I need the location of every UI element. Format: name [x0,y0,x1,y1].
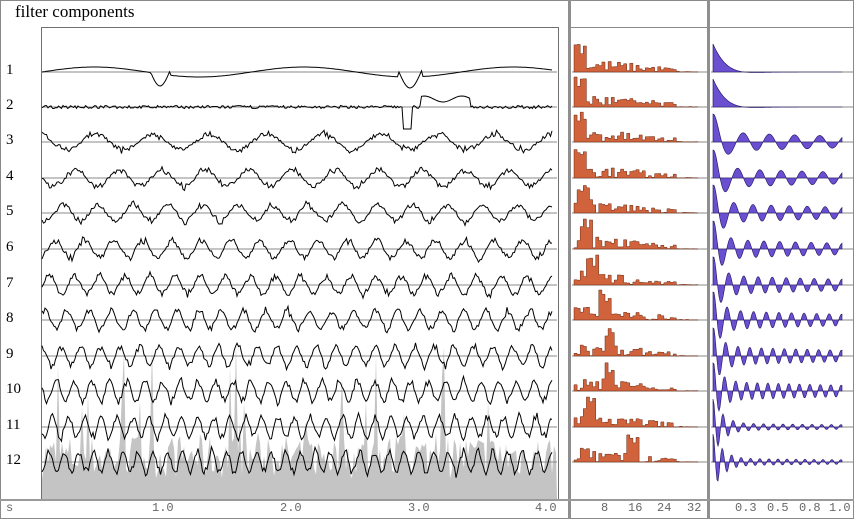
x-tick-2: 2.0 [280,501,302,515]
row-label-5: 5 [6,203,14,219]
lag-tick-08: 0.8 [799,501,821,515]
freq-tick-24: 24 [657,501,672,515]
row-label-9: 9 [6,346,14,362]
histogram-10 [573,362,699,392]
autocorr-3 [712,113,843,155]
waveform-2 [41,95,553,130]
waveform-8 [41,304,553,334]
x-tick-4: 4.0 [535,501,557,515]
axis-separator [0,499,854,501]
freq-tick-32: 32 [687,501,702,515]
autocorr-7 [712,256,843,304]
row-label-6: 6 [6,239,14,255]
histogram-5 [573,185,699,214]
waveform-1 [41,66,553,89]
autocorr-8 [712,291,843,340]
waveform-6 [41,235,553,264]
freq-tick-8: 8 [601,501,609,515]
histogram-6 [573,218,699,250]
acf-top-line [710,27,854,28]
histogram-4 [573,149,699,179]
autocorr-1 [712,43,843,73]
autocorr-12 [712,433,843,482]
autocorr-9 [712,327,843,375]
autocorr-6 [712,220,843,266]
histogram-11 [573,396,699,428]
histogram-1 [573,44,699,73]
waveform-5 [41,200,553,227]
freq-tick-16: 16 [628,501,643,515]
row-label-10: 10 [6,381,21,397]
row-label-8: 8 [6,310,14,326]
row-label-12: 12 [6,452,21,468]
lag-tick-10: 1.0 [829,501,851,515]
waveform-12 [41,444,553,478]
waveform-7 [41,270,553,300]
row-label-2: 2 [6,97,14,113]
waveform-10 [41,374,553,408]
histogram-2 [573,76,699,108]
autocorr-11 [712,398,843,448]
autocorr-10 [712,362,843,412]
waveform-9 [41,342,553,372]
autocorr-2 [712,78,843,108]
x-tick-3: 3.0 [408,501,430,515]
autocorr-5 [712,184,843,229]
histogram-8 [573,289,699,321]
waveform-4 [41,165,553,192]
row-label-11: 11 [6,417,21,433]
lag-tick-03: 0.3 [735,501,757,515]
waveform-3 [41,129,553,154]
row-label-1: 1 [6,62,14,78]
row-label-4: 4 [6,168,14,184]
lag-tick-05: 0.5 [767,501,789,515]
histogram-12 [573,434,699,463]
waveform-11 [41,411,553,443]
hist-top-line [571,27,708,28]
row-label-7: 7 [6,275,14,291]
autocorr-4 [712,149,843,193]
chart-title: filter components [15,2,135,21]
row-label-3: 3 [6,132,14,148]
histogram-7 [573,254,699,286]
x-unit-label: s [6,501,14,515]
histogram-9 [573,328,699,357]
histogram-3 [573,111,699,143]
x-tick-1: 1.0 [152,501,174,515]
panel-separator [568,0,571,519]
panel-separator [707,0,710,519]
